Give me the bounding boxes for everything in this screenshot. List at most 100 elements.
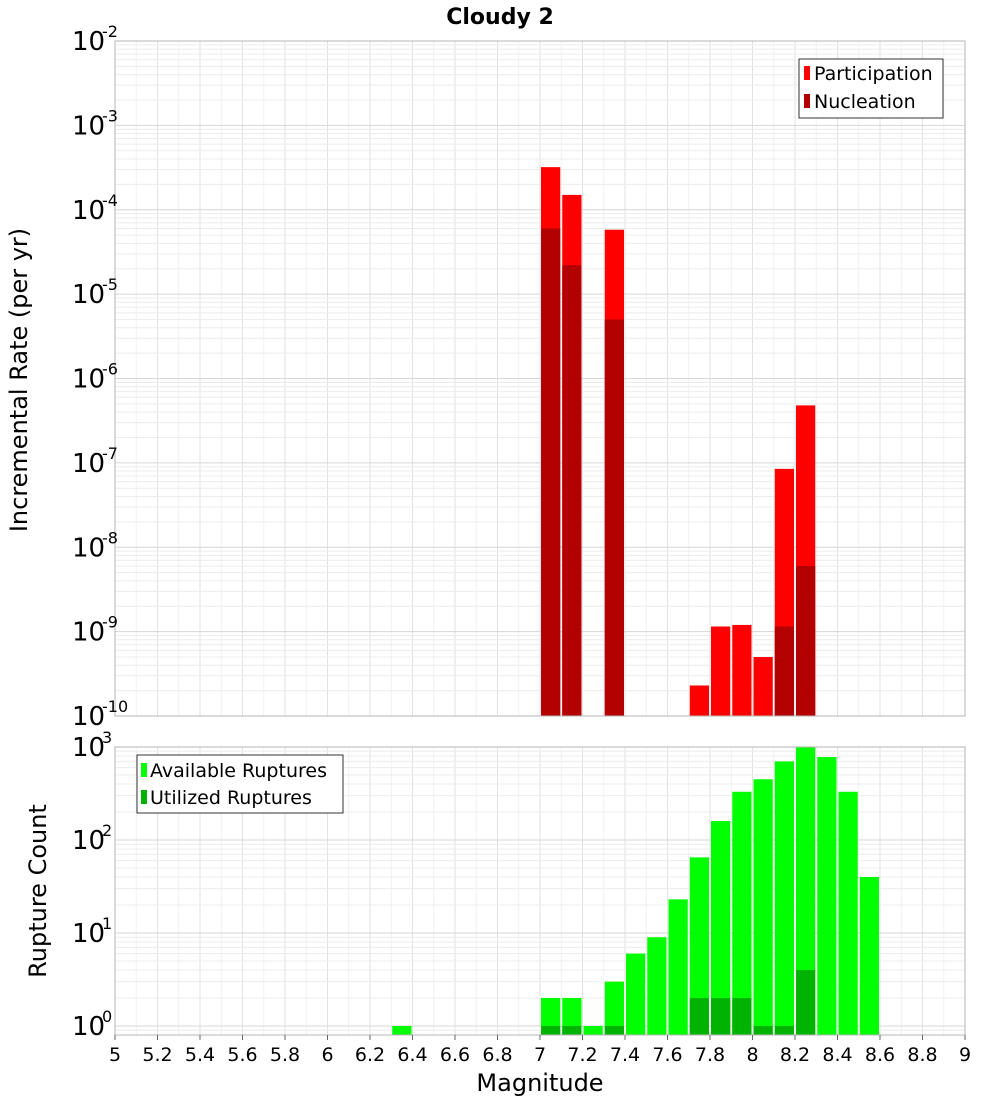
count-y-tick-base: 10 — [72, 919, 105, 949]
rate-y-tick-base: 10 — [72, 196, 105, 226]
legend-swatch-participation — [804, 66, 810, 80]
available-ruptures-bar — [668, 899, 688, 1035]
rate-y-tick-label: 10-6 — [72, 360, 118, 395]
rate-y-tick-label: 10-7 — [72, 444, 118, 479]
available-ruptures-bar — [732, 791, 752, 1035]
x-tick-label: 7.6 — [652, 1044, 682, 1066]
rate-y-tick-exponent: -4 — [102, 191, 118, 210]
x-tick-label: 6.8 — [482, 1044, 512, 1066]
count-y-tick-label: 103 — [72, 728, 112, 763]
x-tick-label: 6.4 — [397, 1044, 427, 1066]
available-ruptures-bar — [711, 821, 731, 1035]
available-ruptures-bar — [838, 791, 858, 1035]
utilized-ruptures-bar — [753, 1025, 773, 1035]
x-tick-label: 7.4 — [610, 1044, 640, 1066]
x-tick-label: 7 — [534, 1044, 546, 1066]
x-tick-label: 5.8 — [270, 1044, 300, 1066]
utilized-ruptures-bar — [711, 997, 731, 1035]
legend-swatch-available — [141, 763, 147, 777]
rate-y-tick-base: 10 — [72, 533, 105, 563]
x-tick-label: 5.2 — [142, 1044, 172, 1066]
participation-bar — [689, 685, 709, 716]
rate-y-tick-base: 10 — [72, 618, 105, 648]
x-tick-label: 5.4 — [185, 1044, 215, 1066]
count-bars — [392, 747, 879, 1035]
rate-y-axis-label: Incremental Rate (per yr) — [5, 228, 33, 532]
rate-y-ticks: 10-210-310-410-510-610-710-810-910-10 — [72, 22, 128, 732]
rate-y-tick-base: 10 — [72, 702, 105, 732]
chart-title: Cloudy 2 — [446, 5, 554, 30]
rate-y-tick-label: 10-3 — [72, 106, 118, 141]
available-ruptures-bar — [604, 981, 624, 1035]
rate-y-tick-exponent: -8 — [102, 528, 118, 547]
rate-y-tick-exponent: -6 — [102, 360, 118, 379]
nucleation-bar — [541, 228, 561, 716]
legend-label-available: Available Ruptures — [150, 760, 327, 782]
rate-y-tick-exponent: -5 — [102, 275, 118, 294]
available-ruptures-bar — [859, 877, 879, 1035]
count-y-tick-exponent: 0 — [102, 1007, 112, 1026]
x-tick-label: 7.2 — [567, 1044, 597, 1066]
x-tick-label: 6.2 — [355, 1044, 385, 1066]
rate-y-tick-exponent: -7 — [102, 444, 118, 463]
count-y-tick-label: 101 — [72, 914, 112, 949]
x-tick-label: 6 — [321, 1044, 333, 1066]
rate-y-tick-exponent: -3 — [102, 106, 118, 125]
x-tick-label: 8.6 — [865, 1044, 895, 1066]
x-axis-ticks: 5 5.2 5.4 5.6 5.8 6 6.2 6.4 6.6 6.8 7 7.2 7.4 7.6 7.8 8… — [109, 1035, 971, 1066]
utilized-ruptures-bar — [774, 1025, 794, 1035]
rate-y-tick-base: 10 — [72, 280, 105, 310]
legend-label-nucleation: Nucleation — [814, 91, 916, 113]
available-ruptures-bar — [689, 857, 709, 1035]
rate-legend-box — [798, 58, 944, 119]
available-ruptures-bar — [774, 761, 794, 1035]
utilized-ruptures-bar — [604, 1025, 624, 1035]
x-axis-label: Magnitude — [476, 1069, 603, 1097]
nucleation-bar — [796, 565, 816, 716]
participation-bar — [711, 626, 731, 716]
nucleation-bar — [562, 265, 582, 716]
x-tick-label: 6.6 — [440, 1044, 470, 1066]
available-ruptures-bar — [796, 747, 816, 1035]
rate-y-tick-exponent: -2 — [102, 22, 118, 41]
rate-y-tick-label: 10-9 — [72, 613, 118, 648]
x-tick-label: 8.4 — [822, 1044, 852, 1066]
rate-y-tick-base: 10 — [72, 111, 105, 141]
utilized-ruptures-bar — [689, 997, 709, 1035]
rate-y-tick-label: 10-8 — [72, 528, 118, 563]
nucleation-bar — [604, 319, 624, 716]
count-y-tick-label: 102 — [72, 821, 112, 856]
legend-label-utilized: Utilized Ruptures — [150, 787, 312, 809]
x-tick-label: 5.6 — [227, 1044, 257, 1066]
utilized-ruptures-bar — [796, 969, 816, 1035]
rate-y-tick-label: 10-10 — [72, 697, 128, 732]
count-y-tick-exponent: 1 — [102, 914, 112, 933]
participation-bar — [732, 624, 752, 716]
legend-swatch-utilized — [141, 790, 147, 804]
rate-legend: Participation Nucleation — [798, 58, 944, 119]
x-tick-label: 5 — [109, 1044, 121, 1066]
available-ruptures-bar — [541, 997, 561, 1035]
participation-bar — [753, 657, 773, 716]
count-y-tick-label: 100 — [72, 1007, 112, 1042]
rate-plot-frame — [114, 40, 966, 717]
x-tick-label: 9 — [959, 1044, 971, 1066]
count-y-tick-base: 10 — [72, 733, 105, 763]
nucleation-bar — [774, 626, 794, 716]
utilized-ruptures-bar — [562, 1025, 582, 1035]
x-tick-label: 8.8 — [907, 1044, 937, 1066]
utilized-ruptures-bar — [732, 997, 752, 1035]
rate-y-tick-exponent: -10 — [102, 697, 128, 716]
count-y-tick-exponent: 2 — [102, 821, 112, 840]
count-y-axis-label: Rupture Count — [24, 804, 52, 978]
x-tick-label: 8 — [746, 1044, 758, 1066]
rate-y-tick-label: 10-5 — [72, 275, 118, 310]
rate-y-tick-base: 10 — [72, 449, 105, 479]
rate-bars — [541, 167, 816, 717]
available-ruptures-bar — [647, 937, 667, 1035]
available-ruptures-bar — [753, 779, 773, 1035]
rate-y-tick-base: 10 — [72, 27, 105, 57]
count-y-tick-base: 10 — [72, 1012, 105, 1042]
count-y-tick-base: 10 — [72, 826, 105, 856]
